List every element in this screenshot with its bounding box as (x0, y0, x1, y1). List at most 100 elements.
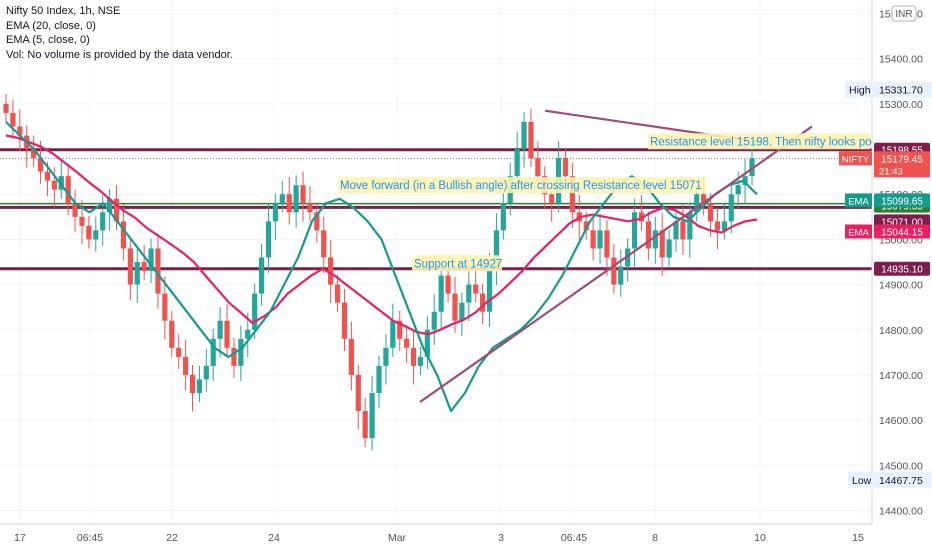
candle-body-85 (590, 230, 596, 249)
candle-body-79 (549, 194, 555, 204)
candle-body-77 (535, 158, 541, 177)
y-tick-label-9: 15300.00 (879, 99, 923, 111)
high-tag-label: High (849, 85, 871, 97)
candle-body-49 (341, 302, 348, 339)
candle-body-35 (245, 329, 251, 339)
candle-body-37 (258, 257, 265, 294)
candle-body-4 (31, 149, 37, 159)
candle-body-62 (431, 311, 437, 330)
candle-body-93 (645, 221, 651, 249)
candle-body-36 (252, 293, 258, 330)
candle-body-102 (707, 203, 714, 222)
candle-body-42 (293, 185, 299, 213)
high-tag-value: 15331.70 (879, 85, 923, 97)
candle-body-30 (210, 338, 216, 366)
candle-body-1 (10, 112, 16, 127)
ema-5-value-tag-bg (874, 193, 930, 208)
y-tick-label-10: 15400.00 (879, 54, 923, 66)
candle-body-31 (217, 320, 223, 339)
candle-body-105 (728, 194, 734, 222)
candle-body-54 (376, 365, 382, 393)
indicator-ema-5[interactable]: EMA (5, close, 0) (6, 34, 90, 46)
candle-body-26 (182, 356, 189, 375)
candle-body-70 (486, 266, 493, 312)
x-tick-label-8: 10 (754, 532, 766, 544)
candle-body-27 (189, 374, 196, 393)
candle-body-91 (631, 212, 638, 249)
candle-body-2 (17, 126, 23, 136)
x-tick-label-6: 06:45 (561, 532, 587, 544)
nifty-price-tag-bg (874, 151, 930, 178)
x-tick-label-2: 22 (166, 532, 178, 544)
candle-body-87 (604, 230, 610, 258)
annotation-support-bg (412, 255, 502, 272)
candle-body-60 (417, 356, 424, 366)
ema-20-value-tag-bg (874, 224, 930, 239)
candle-body-21 (148, 248, 154, 272)
candle-body-55 (383, 347, 389, 366)
candle-body-8 (58, 176, 64, 190)
ema-5-line (5, 121, 758, 413)
ema-5-value-tag: 15099.65 (881, 196, 923, 207)
candle-body-86 (597, 230, 603, 249)
candle-body-95 (659, 230, 665, 258)
ema-5-name-tag: EMA (848, 196, 869, 207)
candle-body-23 (162, 293, 168, 321)
indicator-ema-20[interactable]: EMA (20, close, 0) (6, 19, 96, 32)
candle-body-48 (334, 284, 341, 303)
candle-body-64 (445, 275, 451, 294)
candle-body-10 (72, 203, 78, 217)
candle-body-7 (51, 180, 57, 190)
support-trendline (419, 125, 813, 403)
annotation-resistance: Resistance level 15198. Then nifty looks… (650, 136, 878, 148)
level-tag-14935-bg (874, 261, 930, 276)
candle-body-106 (735, 185, 741, 195)
candle-body-32 (224, 320, 230, 348)
candle-body-38 (265, 221, 272, 258)
y-tick-label-0: 14400.00 (879, 505, 923, 517)
y-tick-label-5: 14900.00 (879, 280, 923, 292)
candle-body-40 (279, 194, 285, 204)
x-tick-label-3: 24 (268, 532, 280, 544)
y-tick-label-3: 14700.00 (879, 370, 923, 382)
candle-body-14 (100, 212, 106, 231)
ema-5-name-tag-bg (845, 193, 872, 208)
candle-body-22 (155, 248, 161, 294)
volume-note: Vol: No volume is provided by the data v… (6, 48, 233, 61)
symbol-title[interactable]: Nifty 50 Index, 1h, NSE (6, 5, 121, 17)
candle-body-88 (611, 257, 617, 285)
candle-body-94 (652, 230, 658, 249)
candle-body-45 (314, 212, 320, 231)
candle-body-67 (466, 284, 472, 303)
candle-body-59 (410, 347, 417, 366)
candle-body-0 (3, 103, 9, 113)
x-tick-label-0: 17 (14, 532, 26, 544)
candle-body-13 (93, 230, 99, 240)
candle-body-43 (300, 185, 306, 204)
candle-body-103 (714, 221, 721, 231)
chart-legend: Nifty 50 Index, 1h, NSE EMA (20, close, … (6, 4, 233, 62)
candle-body-50 (348, 338, 354, 375)
x-tick-label-9: 15 (852, 532, 864, 544)
candle-body-44 (307, 203, 313, 213)
y-tick-label-4: 14800.00 (879, 325, 923, 337)
candle-body-65 (452, 293, 458, 321)
candle-body-66 (459, 302, 465, 321)
candle-body-9 (65, 176, 71, 204)
candle-body-61 (424, 329, 430, 357)
candle-body-19 (134, 262, 140, 285)
nifty-countdown: 21:43 (879, 166, 903, 177)
candle-body-15 (107, 198, 113, 213)
candle-body-63 (438, 275, 444, 312)
x-tick-label-5: 3 (498, 532, 504, 544)
x-tick-label-1: 06:45 (77, 532, 103, 544)
candle-body-96 (666, 239, 672, 258)
ema-20-name-tag-bg (845, 224, 872, 239)
candle-body-46 (321, 230, 327, 258)
candle-body-72 (500, 203, 506, 231)
candle-body-90 (625, 248, 631, 267)
candle-body-11 (79, 216, 85, 226)
candle-body-18 (127, 248, 133, 285)
